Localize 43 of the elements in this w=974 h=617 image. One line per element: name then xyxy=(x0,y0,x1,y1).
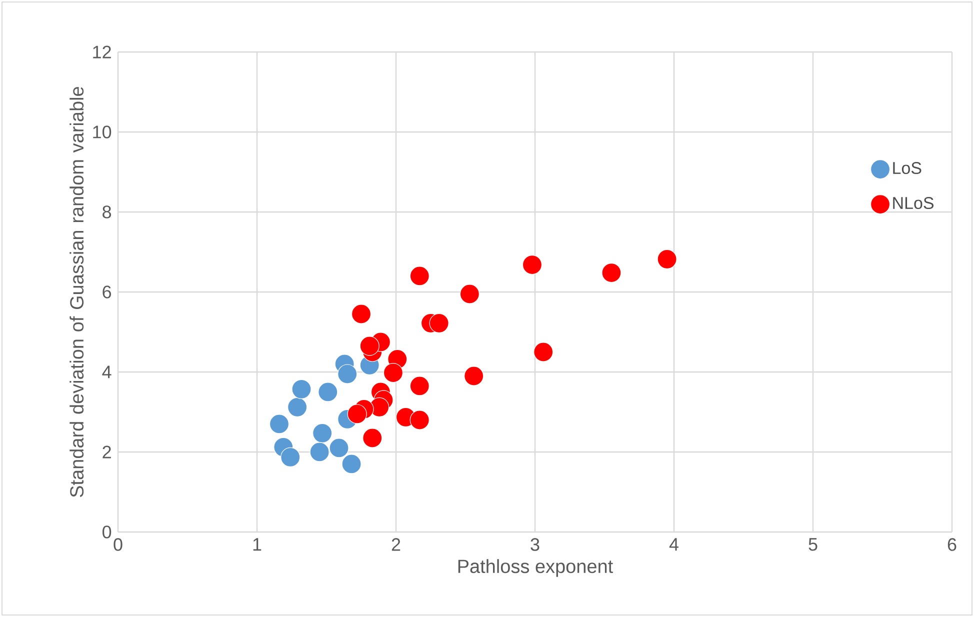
point xyxy=(522,254,542,275)
point xyxy=(318,382,338,402)
point xyxy=(338,364,358,384)
point xyxy=(460,284,480,304)
point xyxy=(429,313,449,333)
point xyxy=(312,423,332,443)
point xyxy=(360,336,380,356)
x-tick-label: 3 xyxy=(530,538,540,551)
x-tick-label: 4 xyxy=(669,538,678,551)
point xyxy=(410,376,430,396)
point xyxy=(269,414,290,434)
x-tick-label: 1 xyxy=(253,538,262,551)
point xyxy=(280,447,300,467)
point xyxy=(288,397,308,417)
y-tick-label: 4 xyxy=(102,366,112,378)
point xyxy=(351,304,372,324)
y-axis-title: Standard deviation of Guassian random variable xyxy=(70,86,84,498)
y-tick-label: 8 xyxy=(102,206,112,218)
legend-label: LoS xyxy=(893,162,922,174)
y-tick-label: 10 xyxy=(93,126,112,138)
x-axis-title: Pathloss exponent xyxy=(458,559,613,577)
point xyxy=(362,428,382,448)
point xyxy=(464,366,484,386)
point xyxy=(534,342,554,362)
point xyxy=(292,379,312,399)
point xyxy=(657,249,677,269)
y-tick-label: 12 xyxy=(93,46,111,58)
y-tick-label: 0 xyxy=(102,526,112,538)
x-tick-label: 6 xyxy=(948,538,956,551)
legend-label: NLoS xyxy=(893,197,934,210)
point xyxy=(329,438,349,458)
x-tick-label: 0 xyxy=(114,538,122,551)
y-tick-label: 6 xyxy=(102,286,112,298)
point xyxy=(410,266,430,286)
x-tick-label: 2 xyxy=(392,538,400,551)
x-tick-label: 5 xyxy=(808,538,818,551)
point xyxy=(310,442,330,462)
point xyxy=(342,454,362,474)
point xyxy=(383,362,404,383)
point xyxy=(347,404,367,424)
y-tick-label: 2 xyxy=(102,446,111,458)
point xyxy=(602,262,622,283)
point xyxy=(410,410,430,430)
